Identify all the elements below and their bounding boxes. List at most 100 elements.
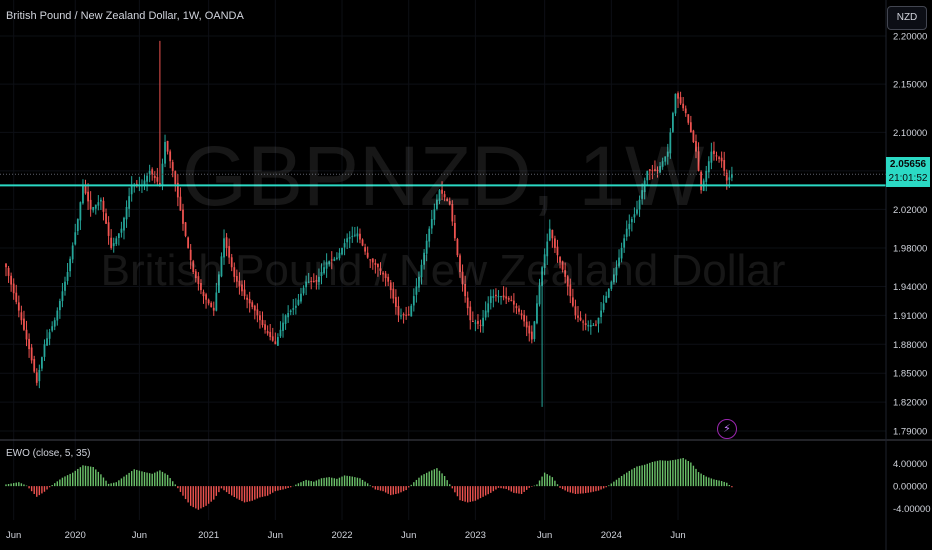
candle-body bbox=[297, 299, 300, 305]
indicator-label[interactable]: EWO (close, 5, 35) bbox=[6, 448, 91, 459]
candle-body bbox=[189, 249, 192, 260]
candle-body bbox=[564, 269, 567, 277]
candle-body bbox=[448, 201, 451, 205]
candle-body bbox=[359, 233, 361, 240]
candle-body bbox=[387, 276, 390, 282]
candle-body bbox=[728, 177, 731, 180]
candle-body bbox=[320, 272, 323, 276]
candle-body bbox=[153, 175, 156, 179]
candle-body bbox=[577, 315, 579, 318]
candle-body bbox=[33, 359, 36, 372]
candle-body bbox=[500, 296, 502, 298]
currency-button[interactable]: NZD bbox=[887, 6, 927, 30]
time-tick-label: 2022 bbox=[331, 530, 352, 541]
candle-body bbox=[605, 296, 608, 303]
candle-body bbox=[669, 132, 672, 154]
candle-body bbox=[633, 214, 636, 218]
candle-body bbox=[202, 291, 205, 297]
candle-body bbox=[215, 292, 218, 311]
candle-body bbox=[269, 331, 272, 338]
candle-body bbox=[264, 324, 266, 330]
candle-body bbox=[495, 294, 497, 297]
candle-body bbox=[523, 314, 526, 322]
candle-body bbox=[210, 302, 213, 307]
candle-body bbox=[15, 292, 18, 302]
candle-body bbox=[410, 305, 413, 317]
candle-body bbox=[423, 252, 425, 265]
lightning-bolt-icon[interactable]: ⚡ bbox=[717, 419, 737, 439]
price-axis[interactable]: 2.200002.150002.100002.060002.020001.980… bbox=[893, 32, 927, 438]
candle-body bbox=[438, 190, 441, 201]
candle-body bbox=[692, 130, 695, 142]
candle-body bbox=[328, 261, 331, 265]
candle-body bbox=[335, 257, 338, 259]
candle-body bbox=[689, 122, 692, 133]
candle-body bbox=[148, 170, 151, 174]
candle-body bbox=[600, 310, 602, 317]
candle-body bbox=[400, 315, 402, 317]
candle-body bbox=[43, 344, 46, 357]
candle-body bbox=[620, 247, 623, 259]
candle-body bbox=[341, 247, 343, 255]
last-price-value: 2.05656 bbox=[889, 159, 927, 170]
candle-body bbox=[35, 372, 38, 383]
ewo-tick-label: 0.00000 bbox=[893, 482, 927, 493]
candle-body bbox=[397, 305, 400, 316]
candle-body bbox=[197, 276, 200, 285]
candle-body bbox=[641, 190, 644, 199]
candle-body bbox=[284, 315, 287, 324]
candle-body bbox=[266, 331, 269, 334]
candle-body bbox=[41, 357, 43, 369]
candle-body bbox=[212, 307, 215, 311]
candle-body bbox=[12, 283, 15, 294]
time-axis[interactable]: Jun 2020 Jun 2021 Jun 2022 Jun 2023 Jun 2024 Jun bbox=[6, 530, 686, 541]
candle-body bbox=[84, 185, 87, 194]
candle-body bbox=[92, 207, 95, 211]
price-tick-label: 1.91000 bbox=[893, 311, 927, 322]
candle-body bbox=[82, 185, 84, 204]
candle-body bbox=[246, 297, 249, 300]
candle-body bbox=[253, 305, 256, 311]
candle-body bbox=[584, 323, 587, 326]
candle-body bbox=[412, 296, 415, 306]
ewo-axis[interactable]: 4.00000 0.00000 -4.00000 bbox=[893, 459, 931, 515]
candle-body bbox=[369, 259, 372, 261]
candle-body bbox=[505, 296, 508, 299]
time-tick-label: Jun bbox=[537, 530, 552, 541]
candle-body bbox=[415, 286, 418, 295]
candle-body bbox=[156, 177, 159, 182]
candle-body bbox=[512, 300, 515, 305]
candle-body bbox=[74, 232, 77, 245]
time-tick-label: Jun bbox=[132, 530, 147, 541]
candle-body bbox=[333, 258, 336, 261]
candle-body bbox=[602, 303, 605, 310]
candle-body bbox=[318, 276, 320, 282]
candle-body bbox=[571, 297, 574, 306]
candle-body bbox=[230, 257, 233, 268]
bar-countdown: 21:01:52 bbox=[888, 173, 928, 184]
candle-body bbox=[330, 259, 333, 261]
candle-body bbox=[538, 285, 541, 305]
candle-body bbox=[574, 306, 577, 316]
candle-body bbox=[179, 196, 182, 211]
candle-body bbox=[120, 228, 123, 233]
candle-body bbox=[112, 243, 115, 247]
candle-body bbox=[174, 171, 177, 185]
candle-body bbox=[713, 150, 715, 155]
candle-body bbox=[69, 258, 72, 272]
candle-body bbox=[176, 182, 179, 198]
candle-body bbox=[48, 332, 51, 339]
price-tick-label: 1.98000 bbox=[893, 243, 927, 254]
candle-body bbox=[310, 280, 313, 282]
candle-body bbox=[7, 268, 10, 276]
candle-body bbox=[351, 235, 354, 237]
candle-body bbox=[477, 321, 479, 324]
ewo-tick-label: 4.00000 bbox=[893, 459, 927, 470]
candle-body bbox=[151, 169, 154, 175]
candle-body bbox=[471, 321, 474, 323]
candle-body bbox=[625, 228, 628, 237]
candle-body bbox=[256, 309, 259, 316]
candle-body bbox=[53, 320, 56, 327]
candle-body bbox=[228, 246, 231, 258]
